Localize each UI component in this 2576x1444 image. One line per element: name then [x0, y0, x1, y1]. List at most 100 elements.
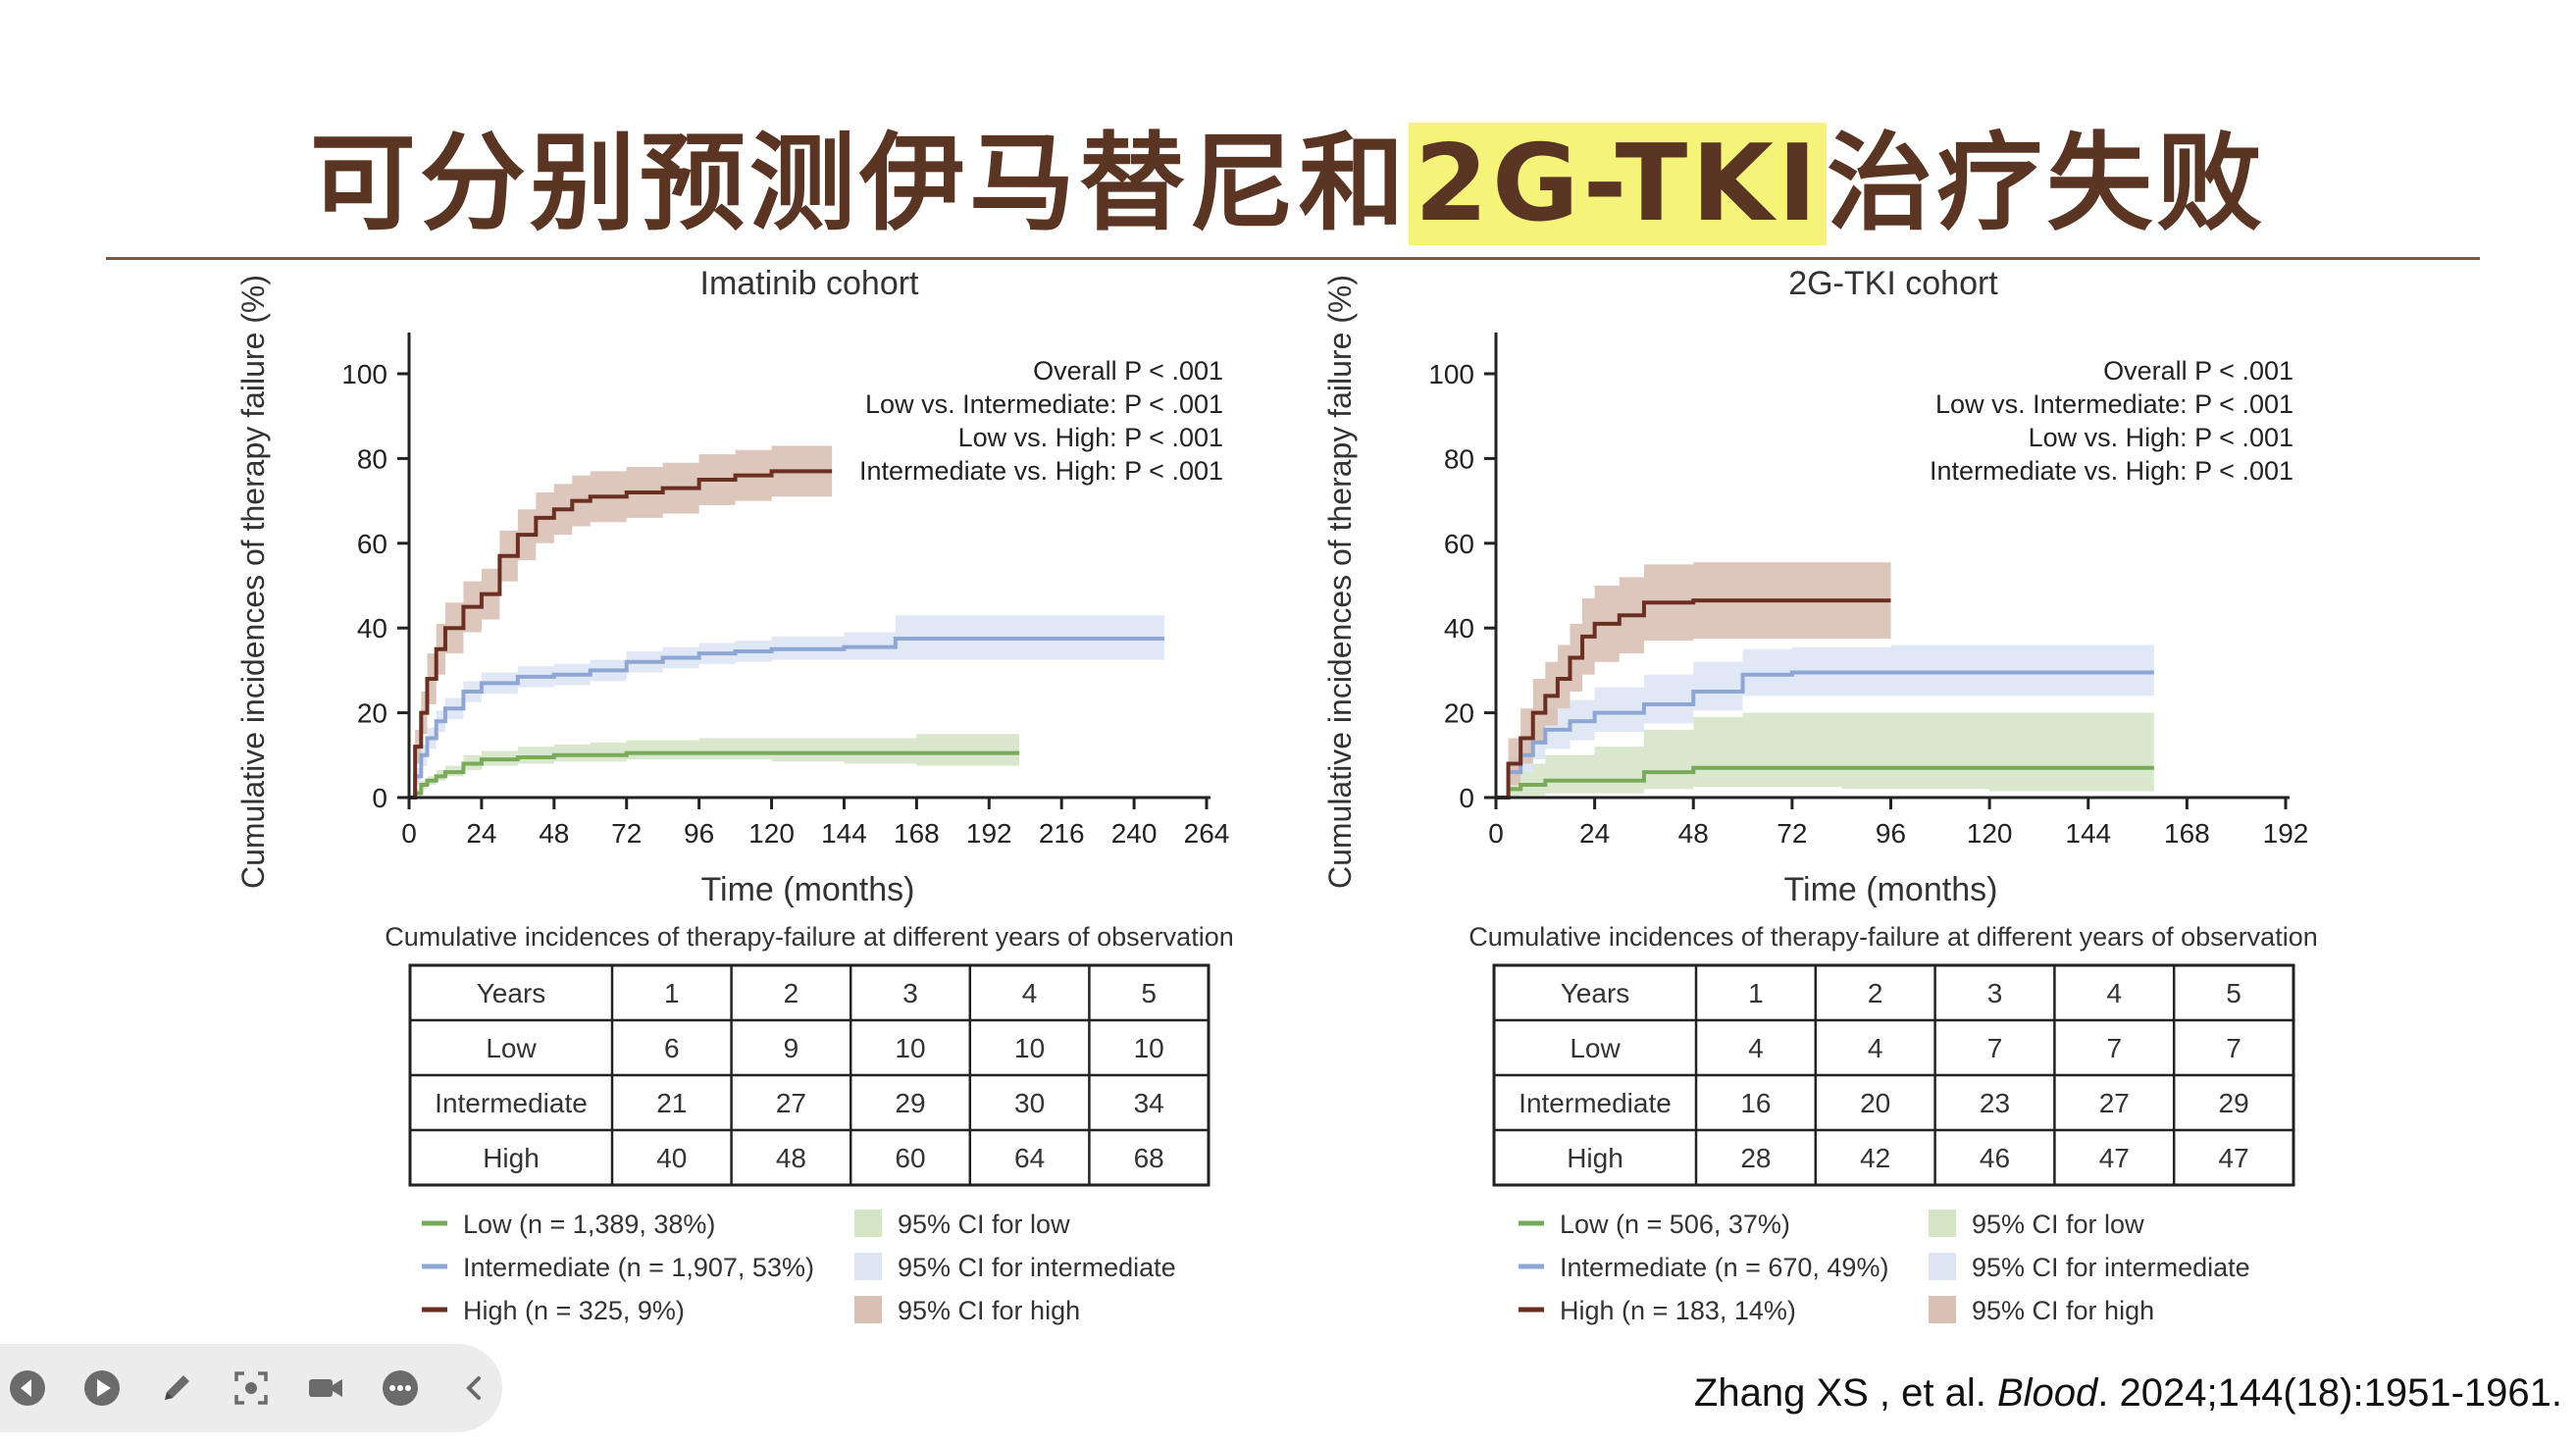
table-header-cell: 5 [2226, 978, 2241, 1008]
legend-swatch-box [1929, 1253, 1956, 1280]
low-ci-band [1496, 712, 2154, 798]
x-tick-label: 48 [539, 818, 569, 849]
x-tick-label: 240 [1111, 818, 1158, 849]
y-tick-label: 40 [357, 613, 387, 644]
legend-label: Low (n = 506, 37%) [1560, 1210, 1790, 1239]
x-tick-label: 144 [2065, 818, 2111, 849]
legend-label: 95% CI for intermediate [1972, 1253, 2250, 1282]
table-cell: Intermediate [435, 1088, 588, 1118]
p-value-annotation: Intermediate vs. High: P < .001 [859, 456, 1223, 486]
legend-swatch-box [854, 1210, 882, 1237]
high-ci-band [1496, 562, 1891, 798]
x-tick-label: 144 [821, 818, 867, 849]
x-tick-label: 192 [2263, 818, 2309, 849]
x-tick-label: 48 [1678, 818, 1709, 849]
table-cell: 47 [2099, 1143, 2130, 1173]
x-tick-label: 120 [748, 818, 795, 849]
p-value-annotation: Low vs. Intermediate: P < .001 [865, 389, 1223, 419]
y-tick-label: 60 [357, 529, 387, 559]
citation: Zhang XS , et al. Blood. 2024;144(18):19… [1693, 1371, 2562, 1415]
legend-label: Intermediate (n = 1,907, 53%) [463, 1253, 814, 1282]
legend-swatch-box [1929, 1296, 1956, 1323]
table-cell: 48 [776, 1143, 806, 1173]
p-value-annotation: Low vs. High: P < .001 [2029, 423, 2293, 452]
y-tick-label: 0 [1459, 783, 1474, 813]
table-caption: Cumulative incidences of therapy-failure… [1468, 922, 2317, 952]
y-axis-label: Cumulative incidences of therapy failure… [235, 275, 271, 889]
intermediate-ci-band [1496, 645, 2154, 798]
screenshot-icon[interactable] [228, 1365, 275, 1412]
title-part-1: 可分别预测伊马替尼和 [309, 123, 1409, 245]
x-tick-label: 168 [894, 818, 940, 849]
table-cell: 7 [1987, 1033, 2003, 1063]
table-cell: 30 [1014, 1088, 1045, 1118]
camera-icon[interactable] [302, 1365, 349, 1412]
table-cell: 46 [1980, 1143, 2010, 1173]
table-cell: 42 [1860, 1143, 1890, 1173]
table-cell: 29 [2219, 1088, 2249, 1118]
title-highlight: 2G-TKI [1408, 123, 1828, 245]
y-tick-label: 80 [357, 443, 387, 474]
play-icon[interactable] [78, 1365, 126, 1412]
x-tick-label: 24 [466, 818, 496, 849]
title-divider [106, 257, 2480, 260]
table-cell: 7 [2226, 1033, 2241, 1063]
table-cell: 40 [656, 1143, 687, 1173]
table-cell: 6 [664, 1033, 680, 1063]
table-cell: Intermediate [1519, 1088, 1672, 1118]
legend-label: High (n = 325, 9%) [463, 1296, 685, 1325]
x-axis-label: Time (months) [701, 871, 915, 908]
x-tick-label: 72 [611, 818, 642, 849]
chart-title: Imatinib cohort [700, 265, 920, 302]
table-cell: 20 [1860, 1088, 1890, 1118]
table-cell: 21 [656, 1088, 687, 1118]
table-cell: 29 [895, 1088, 925, 1118]
table-cell: 9 [784, 1033, 799, 1063]
legend-label: 95% CI for intermediate [898, 1253, 1176, 1282]
table-cell: 28 [1740, 1143, 1771, 1173]
collapse-icon[interactable] [451, 1365, 498, 1412]
table-header-cell: 4 [1022, 978, 1038, 1008]
table-cell: 10 [895, 1033, 925, 1063]
legend-label: 95% CI for high [1972, 1296, 2154, 1325]
high-series-line [1496, 598, 1891, 799]
legend-swatch-box [1929, 1210, 1956, 1237]
p-value-annotation: Intermediate vs. High: P < .001 [1930, 456, 2293, 486]
prev-icon[interactable] [4, 1365, 51, 1412]
intermediate-series-line [409, 637, 1164, 799]
slide-title: 可分别预测伊马替尼和2G-TKI治疗失败 [0, 98, 2576, 251]
table-cell: Low [486, 1033, 537, 1063]
x-tick-label: 96 [1876, 818, 1906, 849]
table-header-cell: 1 [664, 978, 680, 1008]
legend-label: High (n = 183, 14%) [1560, 1296, 1796, 1325]
y-tick-label: 20 [1444, 698, 1474, 729]
table-header-cell: 1 [1748, 978, 1764, 1008]
y-tick-label: 80 [1444, 443, 1474, 474]
table-cell: High [483, 1143, 540, 1173]
table-header-cell: 5 [1141, 978, 1157, 1008]
table-cell: Low [1570, 1033, 1621, 1063]
pen-icon[interactable] [153, 1365, 200, 1412]
high-series-line [409, 469, 833, 799]
p-value-annotation: Overall P < .001 [2103, 356, 2293, 386]
table-cell: 68 [1134, 1143, 1164, 1173]
low-series-line [409, 750, 1020, 799]
y-tick-label: 40 [1444, 613, 1474, 644]
legend-label: Intermediate (n = 670, 49%) [1560, 1253, 1888, 1282]
table-caption: Cumulative incidences of therapy-failure… [385, 922, 1233, 952]
presentation-toolbar [0, 1344, 502, 1432]
table-cell: 7 [2107, 1033, 2123, 1063]
legend-label: 95% CI for low [898, 1210, 1070, 1239]
table-cell: 34 [1134, 1088, 1164, 1118]
more-icon[interactable] [377, 1365, 424, 1412]
y-tick-label: 60 [1444, 529, 1474, 559]
intermediate-ci-band [409, 615, 1164, 798]
table-cell: 47 [2219, 1143, 2249, 1173]
table-header-cell: 2 [784, 978, 799, 1008]
x-axis-label: Time (months) [1784, 871, 1998, 908]
chart-legend: Low (n = 506, 37%) 95% CI for low Intermed… [1519, 1210, 2250, 1325]
y-tick-label: 0 [372, 783, 387, 813]
table-header-cell: Years [477, 978, 546, 1008]
